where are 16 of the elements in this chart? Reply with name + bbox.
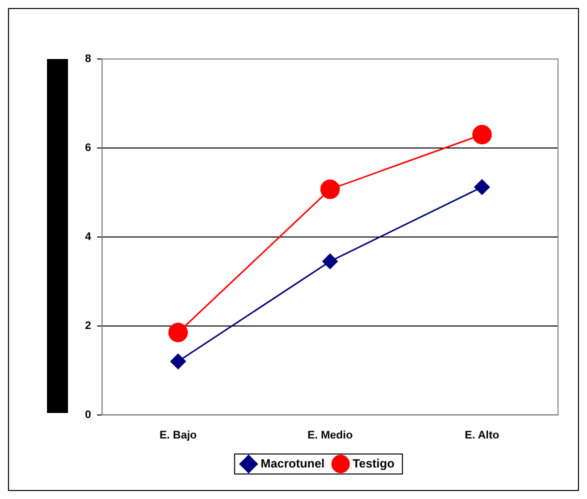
- y-tick-label: 2: [84, 320, 92, 332]
- x-tick-label: E. Bajo: [159, 429, 198, 442]
- y-tick-label: 0: [84, 408, 92, 421]
- y-tick-label: 4: [84, 230, 92, 243]
- point: [170, 354, 186, 370]
- x-tick-label: E. Alto: [464, 429, 500, 442]
- legend-label: Macrotunel: [260, 456, 325, 470]
- point: [168, 322, 188, 342]
- point: [474, 179, 490, 195]
- point: [320, 180, 340, 200]
- y-tick-label: 8: [84, 53, 92, 66]
- point: [472, 124, 492, 144]
- x-tick-label: E. Medio: [307, 429, 353, 442]
- legend-label: Testigo: [352, 456, 394, 470]
- y-tick-label: 6: [84, 142, 92, 154]
- point: [322, 254, 338, 270]
